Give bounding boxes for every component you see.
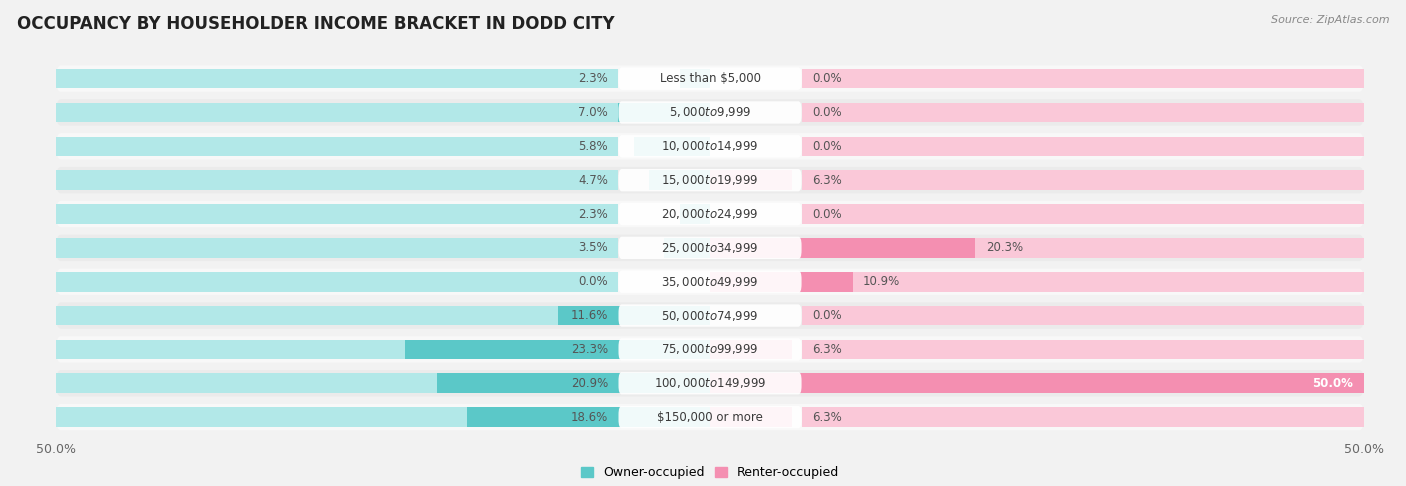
Bar	[56, 373, 619, 393]
Bar	[801, 69, 1364, 88]
Bar	[801, 103, 1364, 122]
FancyBboxPatch shape	[56, 404, 1364, 430]
Bar	[710, 407, 793, 427]
Bar	[801, 407, 1364, 427]
FancyBboxPatch shape	[619, 338, 801, 361]
FancyBboxPatch shape	[619, 372, 801, 395]
Bar	[56, 238, 619, 258]
Bar	[56, 171, 619, 190]
FancyBboxPatch shape	[619, 101, 801, 123]
Text: 2.3%: 2.3%	[578, 208, 607, 221]
FancyBboxPatch shape	[619, 169, 801, 191]
Bar	[681, 204, 710, 224]
Bar	[467, 407, 710, 427]
Text: 10.9%: 10.9%	[863, 275, 900, 288]
Text: $20,000 to $24,999: $20,000 to $24,999	[661, 207, 759, 221]
Text: $25,000 to $34,999: $25,000 to $34,999	[661, 241, 759, 255]
Bar	[558, 306, 710, 325]
Bar	[710, 373, 1364, 393]
FancyBboxPatch shape	[56, 167, 1364, 193]
Bar	[634, 137, 710, 156]
Bar	[801, 137, 1364, 156]
Text: Less than $5,000: Less than $5,000	[659, 72, 761, 85]
Text: 20.9%: 20.9%	[571, 377, 607, 390]
Bar	[56, 103, 619, 122]
Text: $100,000 to $149,999: $100,000 to $149,999	[654, 376, 766, 390]
Bar	[801, 306, 1364, 325]
Bar	[710, 340, 793, 359]
Legend: Owner-occupied, Renter-occupied: Owner-occupied, Renter-occupied	[575, 461, 845, 484]
Bar	[56, 306, 619, 325]
Text: 2.3%: 2.3%	[578, 72, 607, 85]
FancyBboxPatch shape	[56, 235, 1364, 261]
Bar	[710, 171, 793, 190]
Bar	[801, 171, 1364, 190]
Text: $75,000 to $99,999: $75,000 to $99,999	[661, 343, 759, 356]
FancyBboxPatch shape	[56, 268, 1364, 295]
Bar	[801, 373, 1364, 393]
Text: $35,000 to $49,999: $35,000 to $49,999	[661, 275, 759, 289]
Bar	[801, 238, 1364, 258]
Text: $50,000 to $74,999: $50,000 to $74,999	[661, 309, 759, 323]
Bar	[664, 238, 710, 258]
Text: 0.0%: 0.0%	[813, 140, 842, 153]
Bar	[56, 137, 619, 156]
FancyBboxPatch shape	[56, 302, 1364, 329]
Text: 18.6%: 18.6%	[571, 411, 607, 424]
FancyBboxPatch shape	[56, 370, 1364, 397]
Text: 0.0%: 0.0%	[578, 275, 607, 288]
Bar	[648, 171, 710, 190]
Text: 7.0%: 7.0%	[578, 106, 607, 119]
Text: 23.3%: 23.3%	[571, 343, 607, 356]
FancyBboxPatch shape	[619, 271, 801, 293]
Bar	[437, 373, 710, 393]
Text: $5,000 to $9,999: $5,000 to $9,999	[669, 105, 751, 120]
Text: 11.6%: 11.6%	[571, 309, 607, 322]
Text: 50.0%: 50.0%	[1312, 377, 1354, 390]
Bar	[56, 340, 619, 359]
Text: 6.3%: 6.3%	[813, 174, 842, 187]
Text: $15,000 to $19,999: $15,000 to $19,999	[661, 173, 759, 187]
Text: $150,000 or more: $150,000 or more	[657, 411, 763, 424]
Text: 5.8%: 5.8%	[578, 140, 607, 153]
FancyBboxPatch shape	[619, 237, 801, 259]
Text: OCCUPANCY BY HOUSEHOLDER INCOME BRACKET IN DODD CITY: OCCUPANCY BY HOUSEHOLDER INCOME BRACKET …	[17, 15, 614, 33]
Text: 6.3%: 6.3%	[813, 411, 842, 424]
Bar	[681, 69, 710, 88]
Text: 0.0%: 0.0%	[813, 208, 842, 221]
FancyBboxPatch shape	[56, 133, 1364, 159]
Bar	[619, 103, 710, 122]
Text: 20.3%: 20.3%	[986, 242, 1024, 254]
FancyBboxPatch shape	[619, 135, 801, 157]
FancyBboxPatch shape	[56, 66, 1364, 92]
Bar	[801, 204, 1364, 224]
Text: 3.5%: 3.5%	[578, 242, 607, 254]
FancyBboxPatch shape	[619, 406, 801, 428]
Bar	[56, 407, 619, 427]
Text: $10,000 to $14,999: $10,000 to $14,999	[661, 139, 759, 153]
Text: 0.0%: 0.0%	[813, 72, 842, 85]
Text: 4.7%: 4.7%	[578, 174, 607, 187]
FancyBboxPatch shape	[619, 304, 801, 327]
Text: 0.0%: 0.0%	[813, 106, 842, 119]
Bar	[710, 238, 976, 258]
FancyBboxPatch shape	[56, 336, 1364, 363]
FancyBboxPatch shape	[619, 203, 801, 225]
Text: 6.3%: 6.3%	[813, 343, 842, 356]
Bar	[801, 272, 1364, 292]
Text: Source: ZipAtlas.com: Source: ZipAtlas.com	[1271, 15, 1389, 25]
Bar	[801, 340, 1364, 359]
FancyBboxPatch shape	[619, 68, 801, 90]
Bar	[56, 69, 619, 88]
Bar	[710, 272, 852, 292]
Text: 0.0%: 0.0%	[813, 309, 842, 322]
FancyBboxPatch shape	[56, 201, 1364, 227]
FancyBboxPatch shape	[56, 99, 1364, 126]
Bar	[56, 272, 619, 292]
Bar	[405, 340, 710, 359]
Bar	[56, 204, 619, 224]
